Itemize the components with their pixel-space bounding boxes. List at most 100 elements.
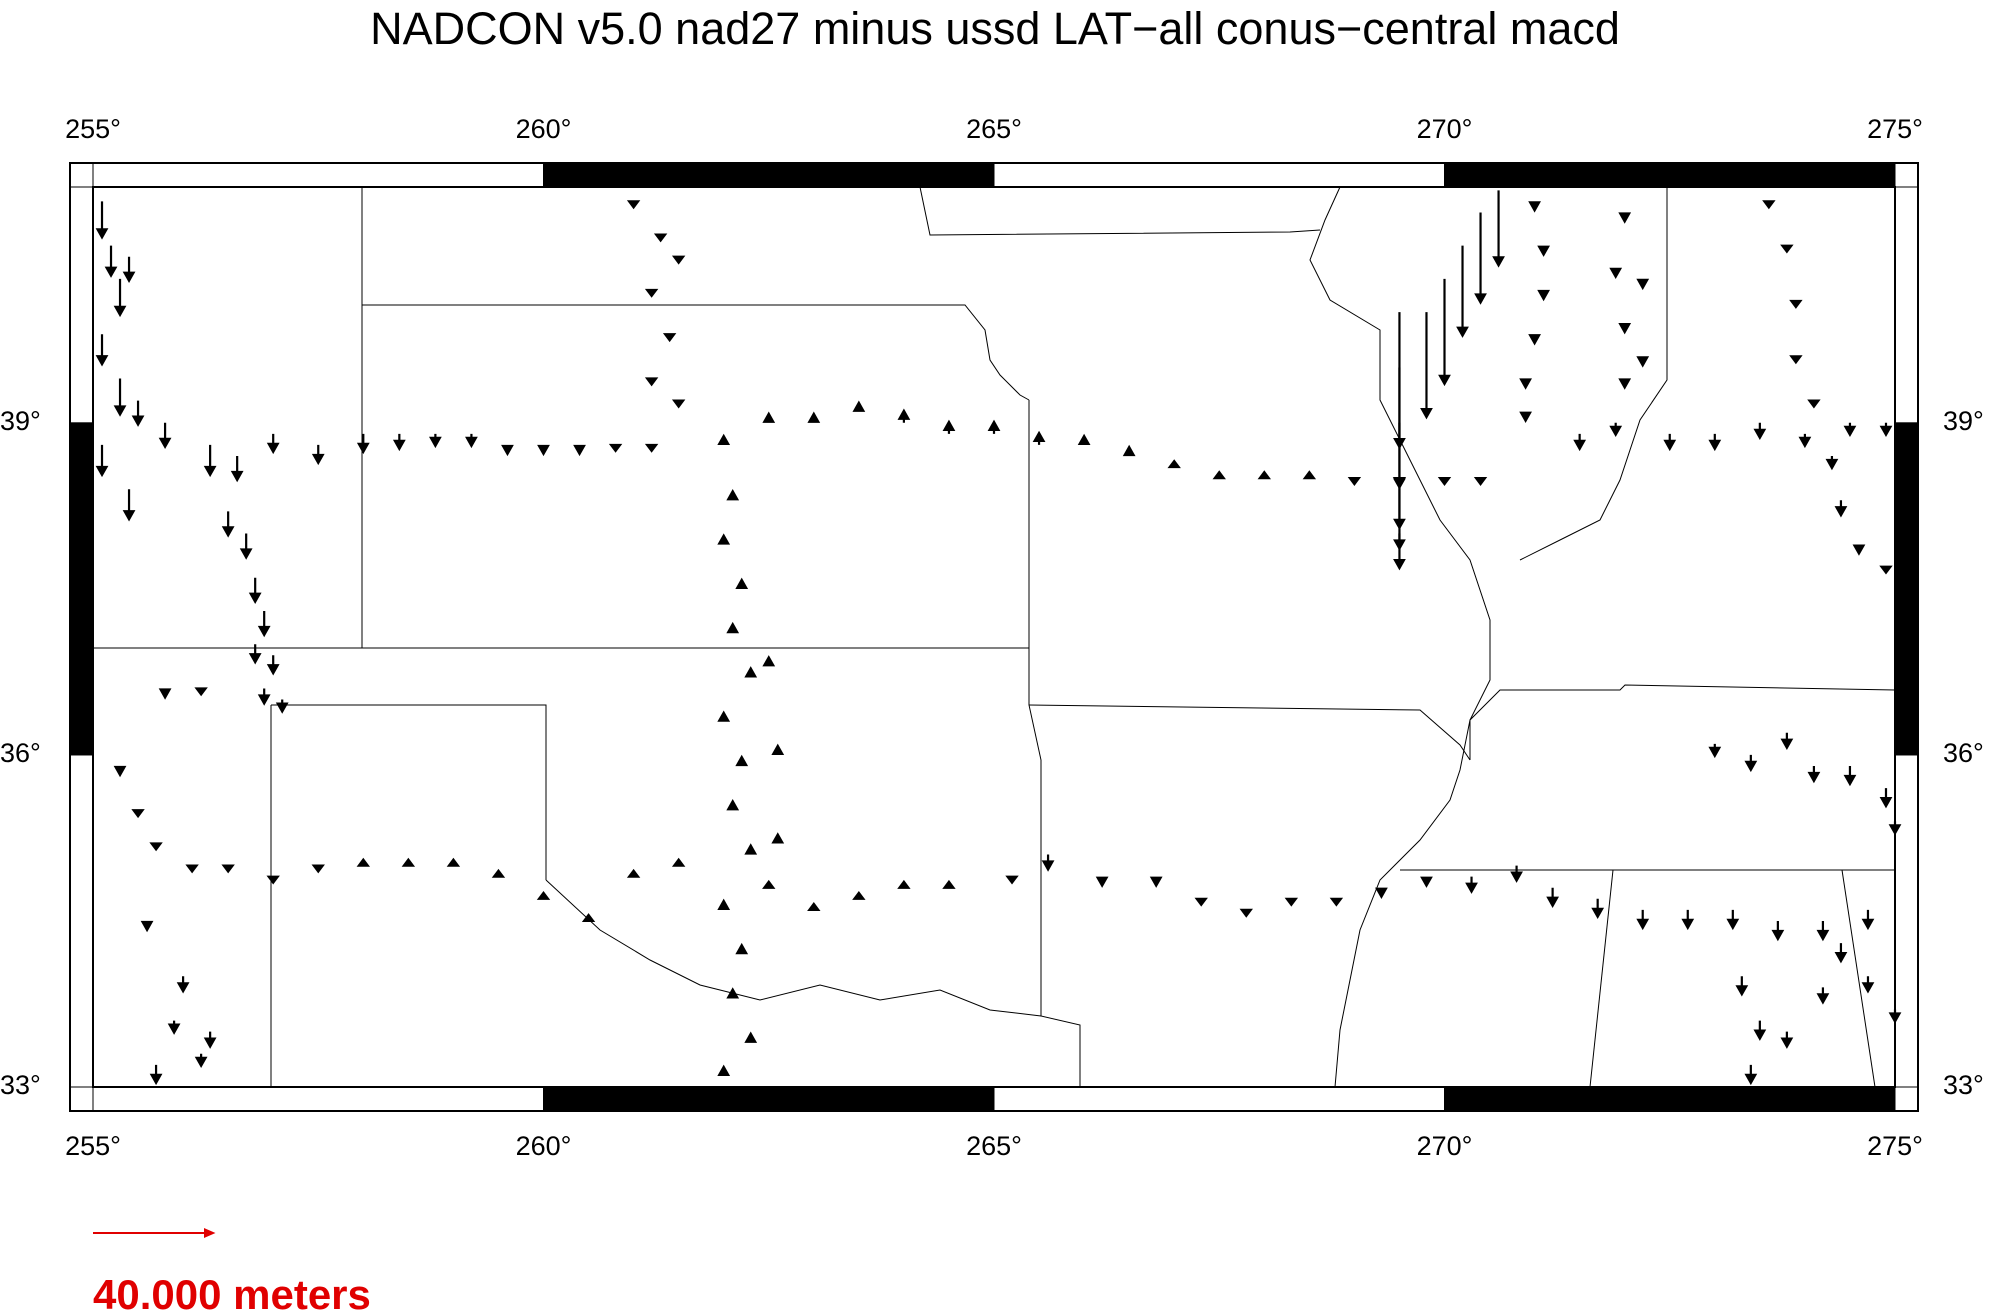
vector-arrow <box>726 489 740 501</box>
lat-tick-label: 36° <box>0 738 41 768</box>
vector-arrow <box>1789 299 1803 309</box>
border <box>1028 400 1081 1087</box>
frame-corner <box>1894 162 1919 188</box>
vector-arrow <box>176 976 190 994</box>
vector-arrow <box>1257 470 1271 480</box>
lat-tick-label: 33° <box>0 1070 41 1100</box>
vector-arrow <box>1591 898 1605 920</box>
vector-arrow <box>1618 212 1632 224</box>
vector-arrow <box>1537 245 1550 257</box>
vector-arrow <box>717 898 731 910</box>
vector-arrow <box>158 422 172 450</box>
vector-arrow <box>1609 422 1623 438</box>
vector-arrow <box>122 489 136 522</box>
vector-arrow <box>465 433 478 449</box>
lat-tick-label: 33° <box>1943 1070 1984 1100</box>
vector-arrow <box>671 255 686 265</box>
scale-label: 40.000 meters <box>93 1271 371 1316</box>
frame-bar <box>69 186 94 424</box>
vector-arrow <box>573 444 586 457</box>
border <box>1028 704 1471 761</box>
vector-arrow <box>122 256 136 283</box>
vector-arrow <box>897 408 911 423</box>
frame-corner <box>69 162 94 188</box>
border <box>271 704 547 880</box>
vector-arrow <box>852 400 866 412</box>
frame-bar <box>92 162 544 188</box>
vector-arrow <box>1609 267 1623 280</box>
vector-arrow <box>1861 976 1875 994</box>
vector-arrow <box>1636 909 1650 931</box>
vector-arrow <box>1744 1064 1758 1086</box>
vector-arrow <box>221 511 235 538</box>
vector-arrow <box>356 433 370 455</box>
lon-tick-label: 265° <box>966 114 1022 144</box>
vector-arrow <box>626 200 641 210</box>
vector-arrow <box>1708 433 1722 452</box>
vector-arrow <box>1879 565 1893 575</box>
lon-tick-label: 255° <box>65 1131 121 1161</box>
vectors <box>95 190 1902 1086</box>
frame-bar <box>1894 422 1919 756</box>
frame-bar <box>1894 186 1919 424</box>
vector-arrow <box>95 201 109 240</box>
vector-arrow <box>95 334 109 367</box>
vector-arrow <box>1726 909 1740 931</box>
vector-arrow <box>1212 470 1226 480</box>
vector-arrow <box>1041 854 1055 872</box>
vector-arrow <box>1816 920 1830 942</box>
frame-bar <box>543 162 995 188</box>
vector-arrow <box>1032 430 1046 445</box>
vector-arrow <box>1798 433 1812 449</box>
border <box>919 186 1321 236</box>
vector-arrow <box>113 765 127 778</box>
vector-arrow <box>1834 500 1848 518</box>
vector-arrow <box>1393 533 1406 551</box>
vector-arrow <box>726 621 740 634</box>
lon-tick-label: 275° <box>1867 114 1923 144</box>
vector-arrow <box>428 433 442 449</box>
vector-arrow <box>266 655 280 676</box>
vector-arrow <box>717 1064 731 1077</box>
scale-arrow <box>93 1227 216 1239</box>
vector-arrow <box>771 832 785 844</box>
vector-arrow <box>581 913 596 923</box>
vector-arrow <box>1420 876 1433 888</box>
vector-arrow <box>1780 244 1794 254</box>
vector-arrow <box>356 857 370 867</box>
vector-arrow <box>257 688 271 706</box>
vector-arrow <box>203 444 217 478</box>
vector-arrow <box>942 879 956 889</box>
border <box>362 304 1030 401</box>
frame-outer <box>69 162 1919 1112</box>
vector-arrow <box>762 879 776 889</box>
vector-arrow <box>1473 477 1488 486</box>
vector-arrow <box>1888 821 1902 836</box>
vector-arrow <box>275 699 289 714</box>
vector-arrow <box>257 610 271 638</box>
lat-tick-label: 39° <box>0 406 41 436</box>
vector-arrow <box>1861 909 1875 931</box>
vector-arrow <box>1618 378 1632 390</box>
state-borders <box>93 186 1896 1088</box>
vector-arrow <box>644 443 659 453</box>
lon-tick-label: 265° <box>966 1131 1022 1161</box>
vector-arrow <box>311 864 325 874</box>
vector-arrow <box>1735 976 1749 997</box>
vector-arrow <box>1780 1031 1794 1049</box>
vector-arrow <box>1347 477 1362 486</box>
vector-arrow <box>942 419 956 434</box>
vector-arrow <box>1762 200 1776 210</box>
frame-bar <box>69 754 94 1088</box>
vector-arrow <box>735 577 749 589</box>
vector-arrow <box>1077 433 1091 446</box>
vector-arrow <box>266 875 280 885</box>
vector-arrow <box>536 890 551 900</box>
vector-arrow <box>501 444 514 457</box>
vector-arrow <box>194 687 208 697</box>
vector-arrow <box>446 857 461 867</box>
vector-arrow <box>1852 544 1866 556</box>
vector-arrow <box>1744 754 1758 773</box>
vector-arrow <box>1546 887 1560 908</box>
